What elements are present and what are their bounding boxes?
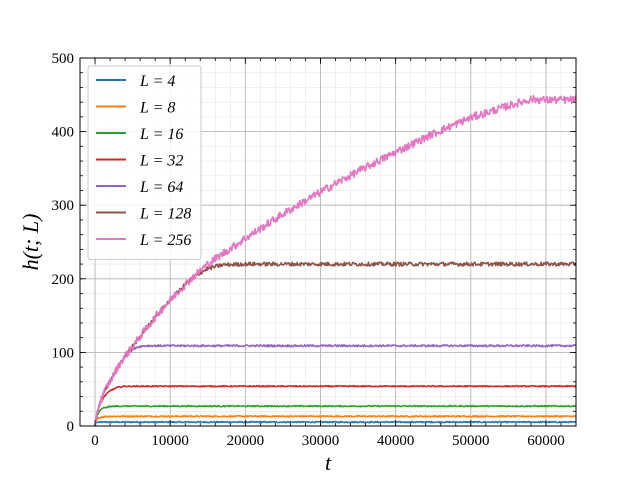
series-line-3 — [94, 384, 577, 427]
legend-label-4: L = 64 — [139, 179, 183, 196]
y-axis-label: h(t; L) — [18, 214, 43, 271]
series-line-6 — [94, 94, 577, 427]
x-tick-label: 0 — [91, 433, 99, 449]
legend-label-5: L = 128 — [139, 206, 191, 223]
series-line-2 — [94, 404, 577, 427]
legend-label-2: L = 16 — [139, 126, 183, 143]
x-axis-label: t — [325, 450, 332, 475]
series-line-0 — [94, 420, 577, 427]
series-line-4 — [94, 344, 577, 427]
tick-labels: 0 10000 20000 30000 40000 50000 60000 0 100 200 30… — [52, 51, 565, 449]
x-tick-label: 60000 — [527, 433, 565, 449]
y-tick-label: 400 — [52, 125, 75, 141]
x-tick-label: 10000 — [151, 433, 189, 449]
x-tick-label: 50000 — [452, 433, 490, 449]
legend-label-6: L = 256 — [139, 232, 191, 249]
y-tick-label: 300 — [52, 198, 75, 214]
y-tick-label: 200 — [52, 272, 75, 288]
legend-label-3: L = 32 — [139, 153, 183, 170]
legend-label-1: L = 8 — [139, 100, 175, 117]
y-tick-label: 0 — [67, 419, 75, 435]
legend: L = 4 L = 8 L = 16 L = 32 L = 64 L = 128 L = 2… — [87, 65, 202, 260]
x-tick-label: 20000 — [227, 433, 265, 449]
x-tick-label: 30000 — [302, 433, 340, 449]
legend-box — [87, 65, 202, 260]
legend-label-0: L = 4 — [139, 73, 175, 90]
series-line-1 — [94, 414, 577, 427]
axis-ticks — [79, 57, 577, 427]
series-layer — [94, 94, 577, 427]
y-tick-label: 500 — [52, 51, 75, 67]
x-tick-label: 40000 — [377, 433, 415, 449]
y-tick-label: 100 — [52, 345, 75, 361]
plot-frame — [79, 57, 577, 427]
